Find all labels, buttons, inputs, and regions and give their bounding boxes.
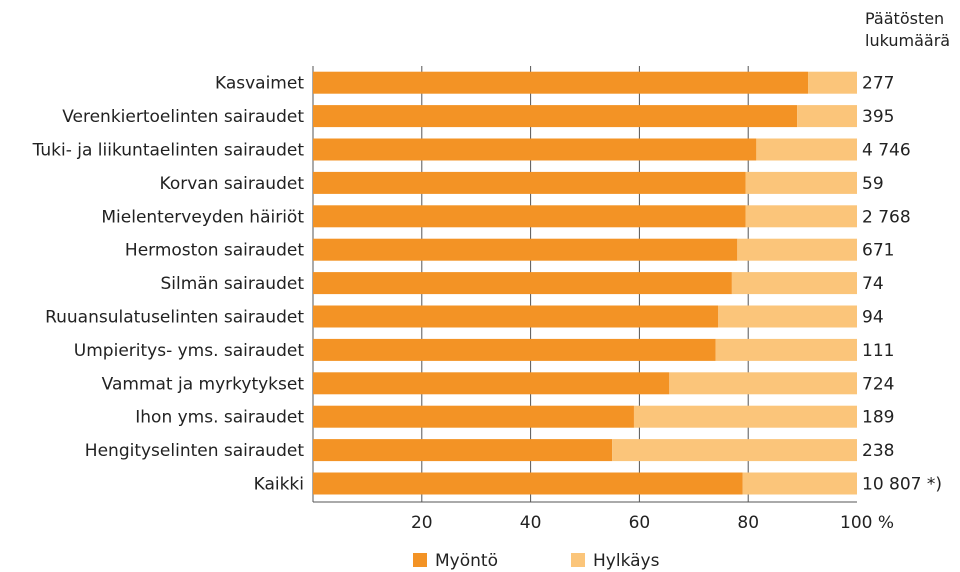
- bar-myonto: [313, 338, 716, 361]
- category-label: Hermoston sairaudet: [125, 241, 304, 261]
- category-label: Mielenterveyden häiriöt: [101, 207, 304, 227]
- bar-hylkays: [737, 238, 857, 261]
- decision-count: 238: [862, 441, 894, 461]
- bar-hylkays: [808, 71, 857, 94]
- x-tick-label: 40: [520, 513, 542, 533]
- bar-myonto: [313, 272, 732, 295]
- bar-myonto: [313, 238, 738, 261]
- counts-header: lukumäärä: [865, 31, 950, 50]
- x-tick-label: 20: [411, 513, 433, 533]
- bar-hylkays: [742, 472, 857, 495]
- decision-count: 277: [862, 74, 894, 94]
- decision-count: 59: [862, 174, 884, 194]
- category-label: Korvan sairaudet: [160, 174, 305, 194]
- decision-count: 4 746: [862, 141, 911, 161]
- decision-count: 671: [862, 241, 894, 261]
- bar-hylkays: [797, 105, 857, 128]
- legend: Myöntö Hylkäys: [413, 551, 660, 571]
- x-tick-label: 60: [629, 513, 651, 533]
- category-label: Vammat ja myrkytykset: [102, 374, 305, 394]
- legend-swatch-hylkays: [571, 553, 585, 567]
- bar-hylkays: [756, 138, 857, 161]
- legend-swatch-myonto: [413, 553, 427, 567]
- decision-count: 10 807 *): [862, 475, 942, 495]
- bar-myonto: [313, 405, 634, 428]
- decision-count: 2 768: [862, 207, 911, 227]
- bar-hylkays: [745, 205, 857, 228]
- category-label: Verenkiertoelinten sairaudet: [62, 107, 304, 127]
- bar-myonto: [313, 305, 719, 328]
- bar-myonto: [313, 205, 746, 228]
- x-tick-label: 80: [737, 513, 759, 533]
- category-label: Kasvaimet: [215, 74, 304, 94]
- bar-myonto: [313, 439, 613, 462]
- decision-count: 189: [862, 408, 894, 428]
- bar-hylkays: [669, 372, 857, 395]
- category-label: Umpieritys- yms. sairaudet: [74, 341, 305, 361]
- category-label: Hengityselinten sairaudet: [85, 441, 305, 461]
- bars: [313, 71, 857, 495]
- legend-label-hylkays: Hylkäys: [593, 551, 660, 571]
- decision-count: 94: [862, 308, 884, 328]
- bar-myonto: [313, 105, 798, 128]
- bar-myonto: [313, 138, 757, 161]
- bar-myonto: [313, 472, 743, 495]
- bar-hylkays: [612, 439, 857, 462]
- bar-hylkays: [745, 171, 857, 194]
- bar-hylkays: [731, 272, 857, 295]
- counts-header: Päätösten: [865, 9, 944, 28]
- bar-hylkays: [718, 305, 857, 328]
- decision-count: 74: [862, 274, 884, 294]
- bar-myonto: [313, 171, 746, 194]
- category-label: Kaikki: [254, 475, 304, 495]
- bar-myonto: [313, 372, 670, 395]
- legend-label-myonto: Myöntö: [435, 551, 498, 571]
- category-label: Ihon yms. sairaudet: [135, 408, 304, 428]
- decision-count: 395: [862, 107, 894, 127]
- bar-myonto: [313, 71, 809, 94]
- decision-counts: 277 395 4 746 59 2 768 671 74 94 111 724 189 238 10 …: [862, 9, 950, 495]
- category-label: Silmän sairaudet: [161, 274, 305, 294]
- bar-hylkays: [633, 405, 857, 428]
- x-axis: 20 40 60 80 100 %: [411, 513, 894, 533]
- bar-hylkays: [715, 338, 857, 361]
- category-labels: Kasvaimet Verenkiertoelinten sairaudet Tuk…: [32, 74, 305, 495]
- category-label: Ruuansulatuselinten sairaudet: [45, 308, 304, 328]
- decision-count: 724: [862, 374, 894, 394]
- decision-count: 111: [862, 341, 894, 361]
- category-label: Tuki- ja liikuntaelinten sairaudet: [32, 141, 305, 161]
- x-tick-label: 100 %: [840, 513, 894, 533]
